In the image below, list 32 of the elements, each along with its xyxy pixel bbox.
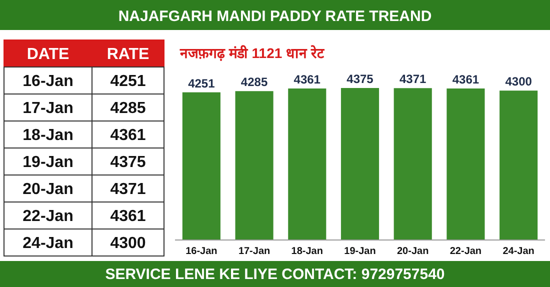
text: 18-Jan <box>22 127 74 144</box>
x-tick-label: 22-Jan <box>450 246 482 257</box>
x-tick-label: 24-Jan <box>502 246 534 257</box>
text: 20-Jan <box>22 181 74 198</box>
text: DATE <box>26 46 70 63</box>
text: 4251 <box>110 73 146 90</box>
text: 22-Jan <box>22 208 74 225</box>
x-tick-label: 18-Jan <box>291 246 323 257</box>
data-label: 4371 <box>400 72 427 86</box>
x-tick-label: 19-Jan <box>344 246 376 257</box>
x-tick-label: 16-Jan <box>186 246 218 257</box>
data-label: 4361 <box>452 72 480 86</box>
text: 4361 <box>110 208 146 225</box>
data-label: 4361 <box>294 72 321 86</box>
text: 4375 <box>110 154 146 171</box>
data-label: 4251 <box>188 76 216 90</box>
text: 17-Jan <box>22 100 74 117</box>
chart-subtitle: नजफ़गढ़ मंडी 1121 धान रेट <box>179 45 325 61</box>
data-label: 4285 <box>240 75 268 90</box>
x-tick-label: 20-Jan <box>397 246 429 257</box>
data-label: 4300 <box>505 74 532 89</box>
text: SERVICE LENE KE LIYE CONTACT: 9729757540 <box>105 266 445 283</box>
text: 4371 <box>110 181 146 198</box>
text: 4361 <box>110 127 146 144</box>
text: 19-Jan <box>22 154 74 171</box>
text: 16-Jan <box>22 73 74 90</box>
chart-title: NAJAFGARH MANDI PADDY RATE TREAND <box>118 8 432 25</box>
text: 4300 <box>110 235 146 252</box>
text: RATE <box>106 46 150 63</box>
data-label: 4375 <box>346 72 374 86</box>
x-tick-label: 17-Jan <box>238 246 270 257</box>
text: 4285 <box>110 100 146 117</box>
